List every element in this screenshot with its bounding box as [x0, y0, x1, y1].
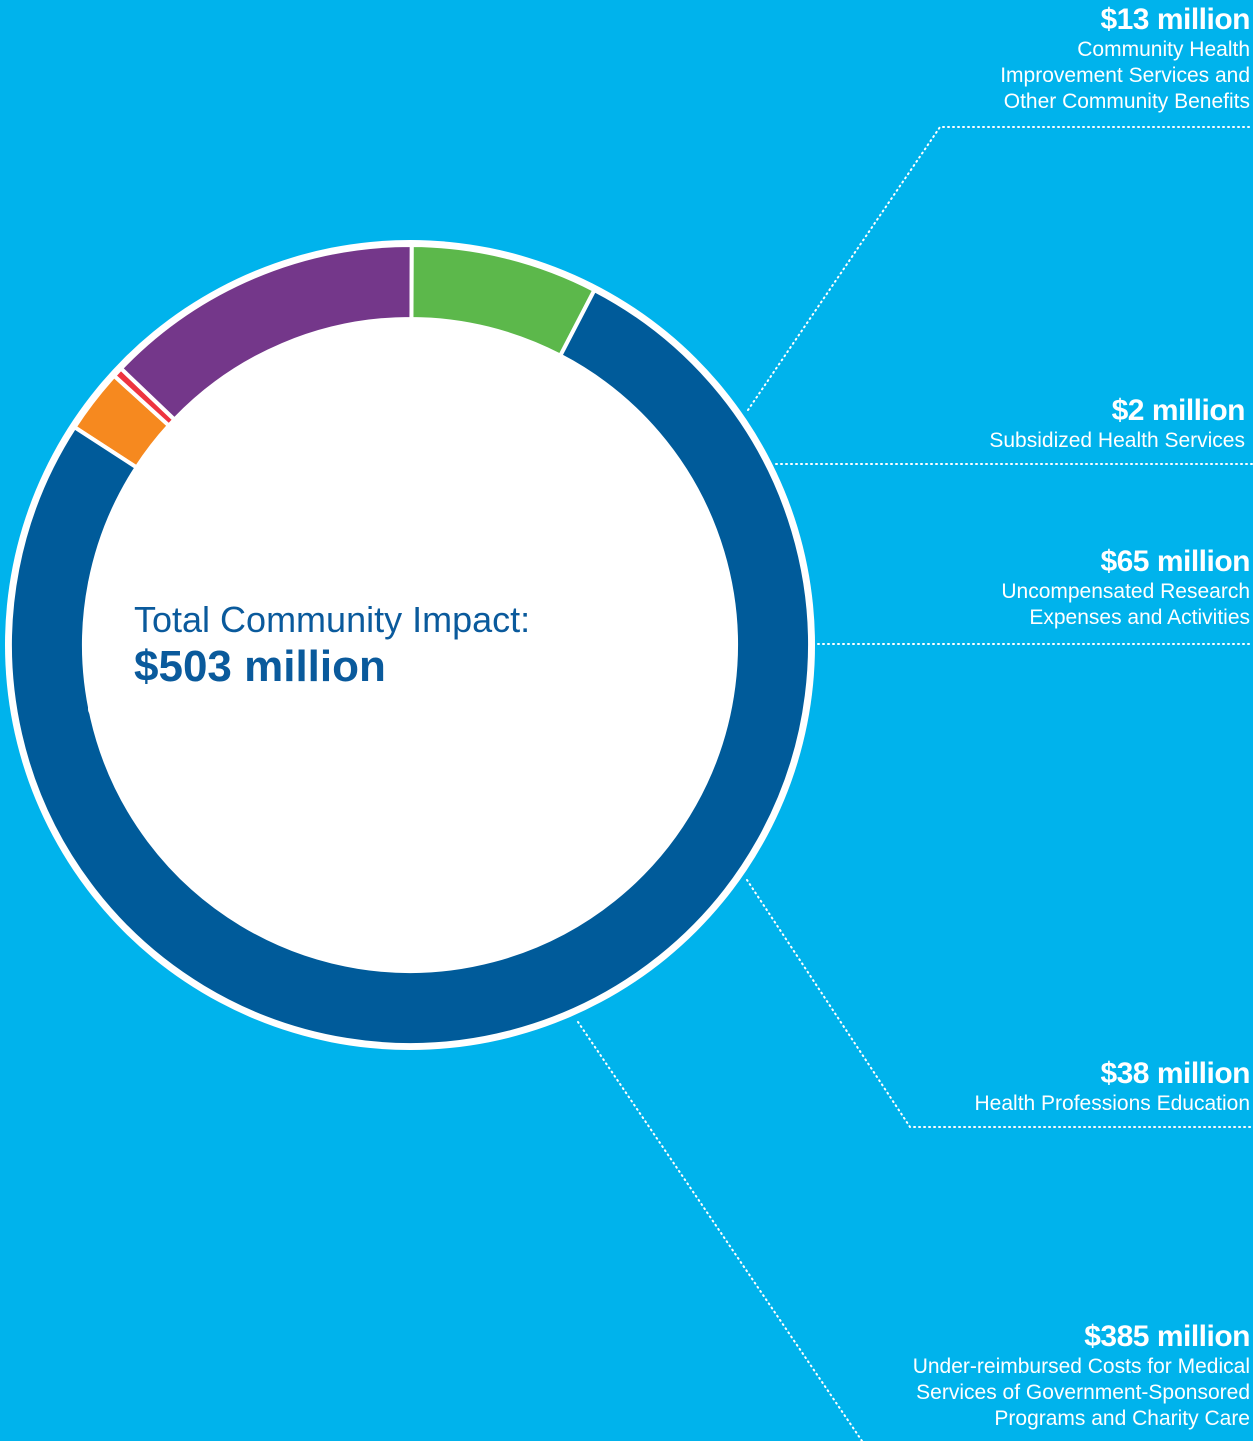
amount-label: $65 million	[1100, 545, 1250, 578]
amount-label: $385 million	[1084, 1320, 1250, 1353]
description-label: Health Professions Education	[974, 1092, 1251, 1115]
leader-line-education	[746, 879, 1253, 1128]
amount-label: $38 million	[1100, 1057, 1250, 1090]
callout-under-reimbursed: $385 million Under-reimbursed Costs for …	[912, 1320, 1251, 1432]
total-impact-box: Total Community Impact: $503 million	[88, 576, 609, 717]
description-label: Uncompensated Research Expenses and Activ…	[1001, 580, 1250, 629]
leader-line-community-health	[747, 126, 1253, 411]
callout-education: $38 million Health Professions Education	[975, 1057, 1251, 1117]
leader-line-under-reimbursed	[577, 1021, 863, 1441]
description-label: Subsidized Health Services	[989, 429, 1245, 452]
description-label: Community Health Improvement Services and…	[1000, 38, 1250, 113]
description-label: Under-reimbursed Costs for Medical Servic…	[912, 1355, 1250, 1430]
total-value: $503 million	[134, 642, 386, 691]
amount-label: $2 million	[1111, 394, 1246, 427]
amount-label: $13 million	[1100, 3, 1250, 36]
ring-inner-border	[84, 319, 736, 971]
callout-subsidized-health: $2 million Subsidized Health Services	[989, 394, 1245, 454]
callout-community-health: $13 million Community Health Improvement …	[1000, 3, 1250, 115]
total-label: Total Community Impact:	[134, 599, 531, 640]
callout-research: $65 million Uncompensated Research Expens…	[1001, 545, 1250, 631]
